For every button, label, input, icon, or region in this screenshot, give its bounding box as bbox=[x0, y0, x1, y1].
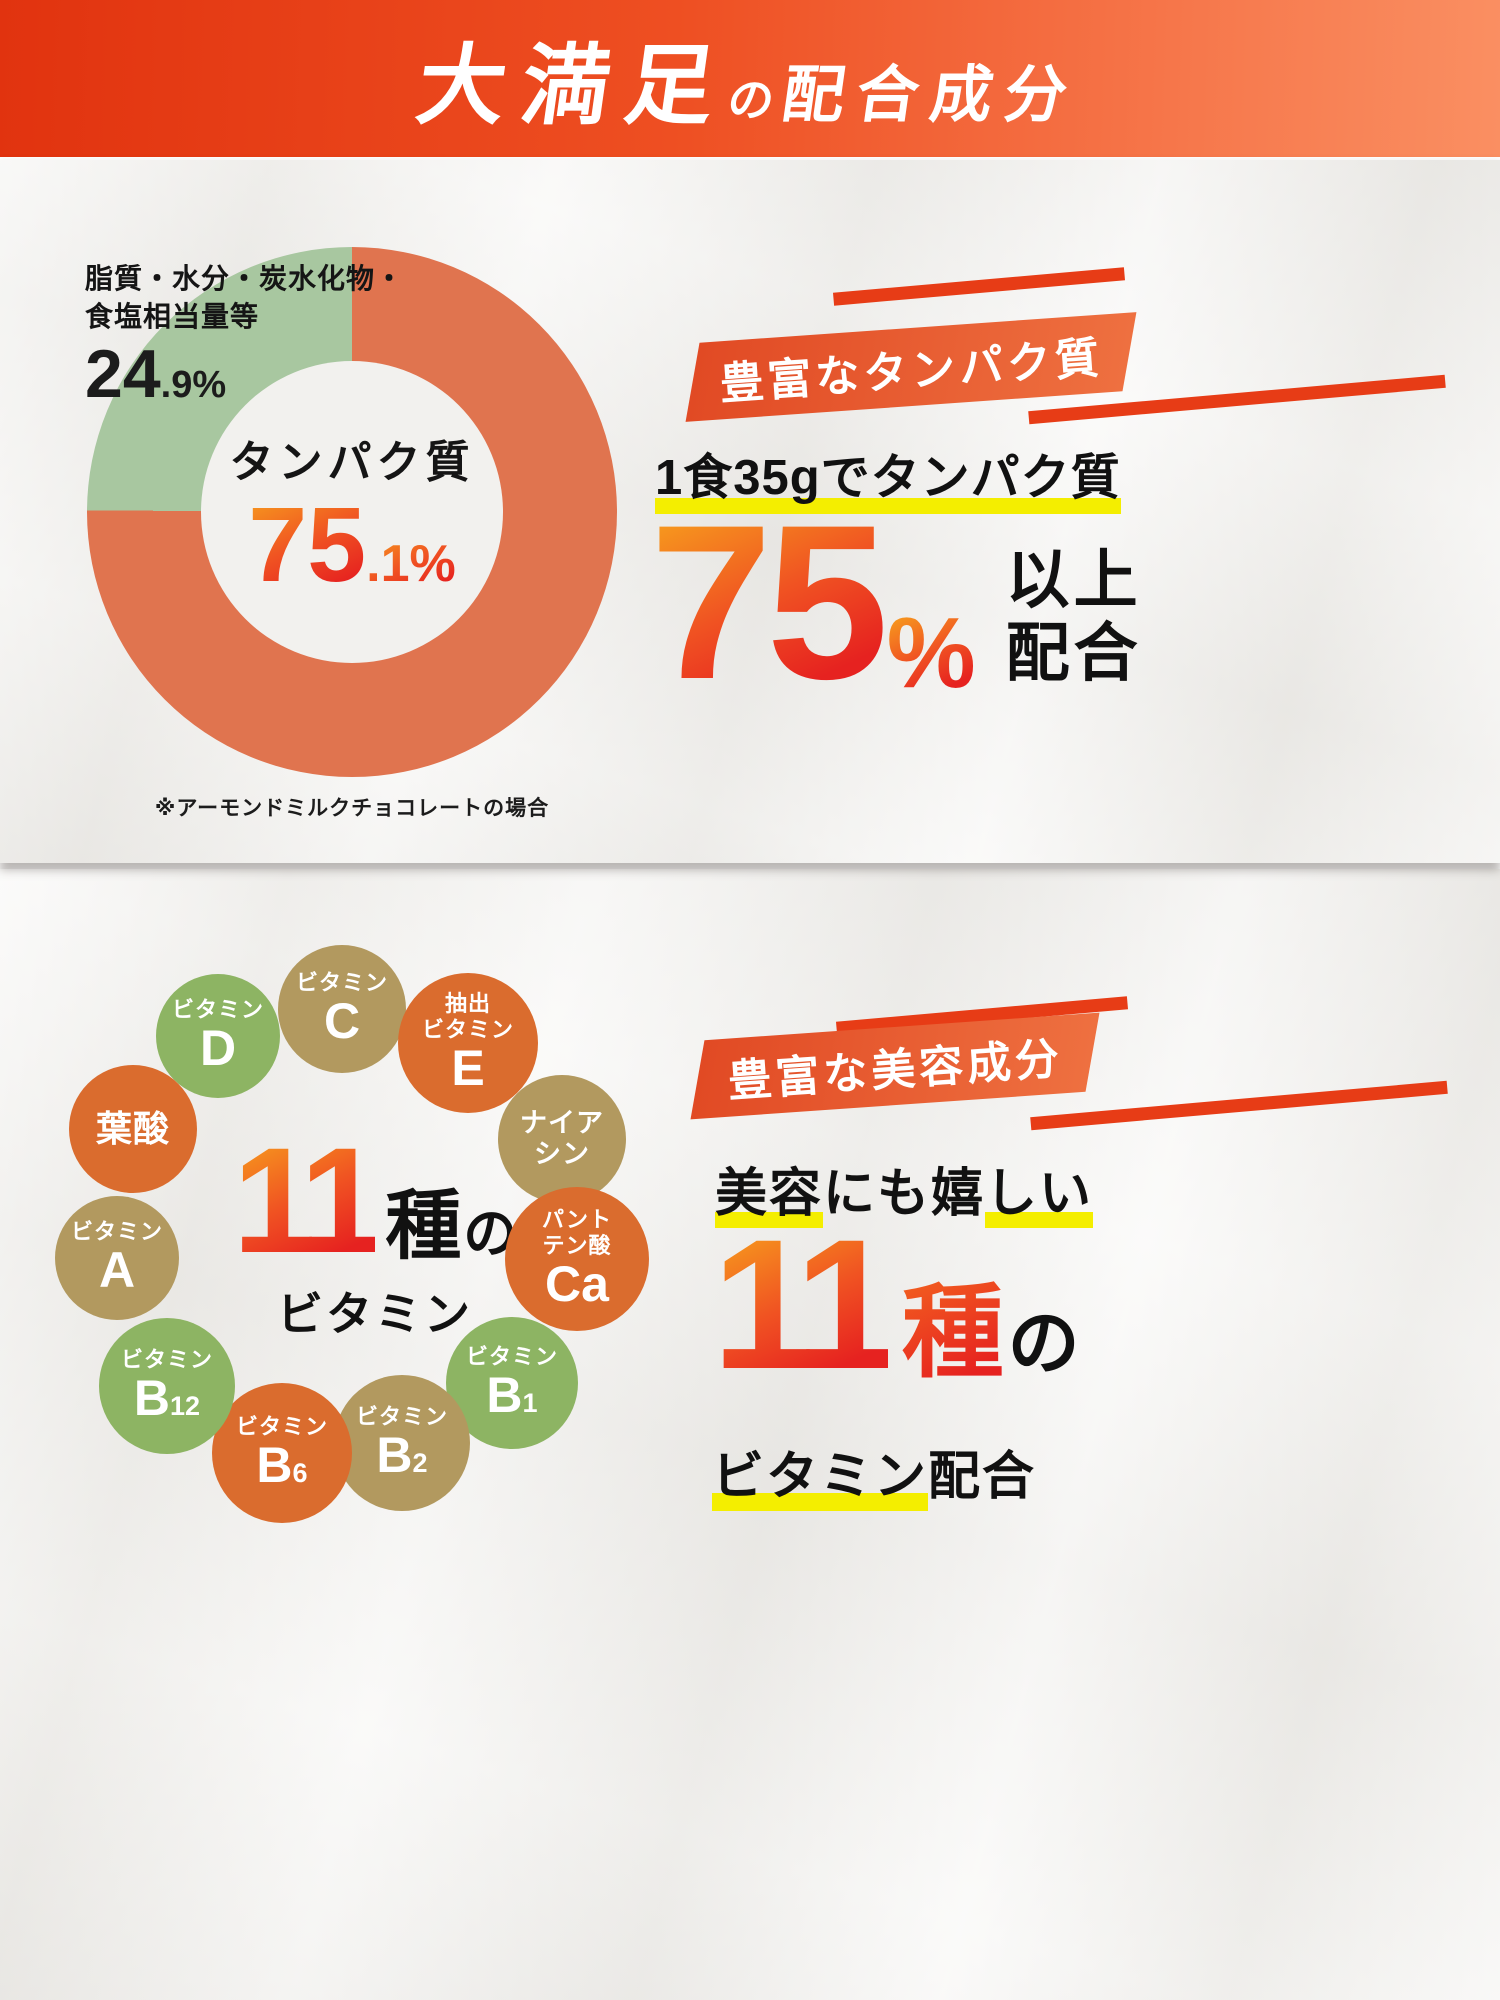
beauty-headline: 美容にも嬉しい bbox=[715, 1151, 1094, 1228]
vitamin-bubble-vitamin-d: ビタミン D bbox=[156, 974, 280, 1098]
donut-center-value-int: 75 bbox=[248, 486, 367, 604]
bubble-big-letter: Ca bbox=[545, 1256, 609, 1313]
bubble-label-line: ナイア bbox=[520, 1107, 604, 1138]
title-particle: の bbox=[724, 74, 778, 126]
vitamin-ring-label: ビタミン bbox=[277, 1288, 473, 1340]
other-value: 24 .9% bbox=[85, 340, 404, 408]
beauty-ribbon: 豊富な美容成分 bbox=[690, 1012, 1100, 1120]
protein-section: タンパク質 75 .1% 脂質・水分・炭水化物・ 食塩相当量等 24 .9% ※… bbox=[0, 160, 1500, 863]
bubble-label-line: ビタミン bbox=[465, 1344, 558, 1370]
vitamin-count-particle2: の bbox=[1007, 1304, 1080, 1384]
bubble-sub-number: 12 bbox=[170, 1391, 201, 1422]
header-banner: 大満足 の 配合成分 bbox=[0, 0, 1500, 157]
bubble-big-letter: C bbox=[323, 993, 361, 1050]
beauty-ribbon-label: 豊富な美容成分 bbox=[726, 1034, 1065, 1107]
vitamin-count-number: 11 bbox=[712, 1202, 898, 1408]
protein-ribbon: 豊富なタンパク質 bbox=[685, 312, 1137, 422]
beauty-headline-hl1: 美容 bbox=[715, 1165, 824, 1228]
bubble-label-line: ビタミン bbox=[355, 1404, 448, 1430]
accent-line-icon bbox=[1030, 1080, 1448, 1131]
bubble-label-line: ビタミン bbox=[171, 997, 264, 1023]
protein-ribbon-label: 豊富なタンパク質 bbox=[718, 333, 1105, 410]
vitamin-bubble-vitamin-b2: ビタミン B2 bbox=[334, 1375, 470, 1511]
bubble-big-letter: B1 bbox=[486, 1367, 538, 1424]
accent-line-icon bbox=[832, 267, 1126, 306]
vitamin-count-unit: 種 bbox=[385, 1184, 462, 1269]
bubble-label-line: シン bbox=[534, 1139, 590, 1169]
donut-footnote: ※アーモンドミルクチョコレートの場合 bbox=[154, 797, 550, 820]
vitamin-blend-line: ビタミン配合 bbox=[712, 1434, 1037, 1511]
vitamin-count: 11 bbox=[232, 1116, 384, 1284]
vitamin-bubble-pantothenate-ca: パント テン酸 Ca bbox=[505, 1187, 649, 1331]
bubble-label-line: 葉酸 bbox=[95, 1108, 170, 1150]
vitamin-blend-hl: ビタミン bbox=[712, 1448, 929, 1511]
bubble-label-line: ビタミン bbox=[120, 1347, 213, 1373]
bubble-label-line: パント bbox=[541, 1207, 613, 1233]
bubble-label-line: ビタミン bbox=[295, 970, 388, 996]
vitamin-bubble-vitamin-a: ビタミン A bbox=[55, 1196, 179, 1320]
beauty-headline-mid: にも嬉 bbox=[823, 1165, 986, 1223]
other-label-line2: 食塩相当量等 bbox=[85, 300, 260, 332]
bubble-sub-number: 1 bbox=[522, 1388, 538, 1419]
protein-percentage-number: 75 bbox=[650, 479, 889, 725]
vitamin-bubble-niacin: ナイア シン bbox=[498, 1075, 626, 1203]
bubble-label-line: テン酸 bbox=[542, 1232, 612, 1258]
page-title: 大満足 の 配合成分 bbox=[410, 15, 1090, 142]
bubble-big-letter: B12 bbox=[133, 1370, 201, 1427]
protein-headline: 1食35gでタンパク質 bbox=[655, 438, 1121, 514]
vitamin-count-group: 11 種 の bbox=[712, 1202, 1080, 1408]
vitamin-ring: 11 種 の ビタミン ビタミン D ビタミン C 抽出 ビタミン E ナイア シン パント テン酸… bbox=[40, 929, 670, 1529]
bubble-sub-number: 2 bbox=[412, 1448, 428, 1479]
donut-center-value: 75 .1% bbox=[248, 492, 456, 598]
vitamin-ring-center: 11 種 の ビタミン bbox=[160, 1116, 590, 1344]
bubble-big-letter: B6 bbox=[256, 1437, 308, 1494]
vitamin-bubble-vitamin-b6: ビタミン B6 bbox=[212, 1383, 352, 1523]
other-label-line1: 脂質・水分・炭水化物・ bbox=[85, 263, 405, 294]
vitamin-bubble-vitamin-c: ビタミン C bbox=[278, 945, 406, 1073]
title-rest: 配合成分 bbox=[777, 61, 1084, 130]
suffix-line1: 以上 bbox=[1005, 544, 1142, 617]
donut-other-label-group: 脂質・水分・炭水化物・ 食塩相当量等 24 .9% bbox=[85, 260, 404, 408]
protein-suffix: 以上 配合 bbox=[1006, 544, 1142, 690]
bubble-label-line: ビタミン bbox=[235, 1414, 328, 1440]
donut-center-value-frac: .1% bbox=[366, 535, 456, 593]
vitamin-bubble-vitamin-b12: ビタミン B12 bbox=[99, 1318, 235, 1454]
protein-percentage-group: 75 % 以上 配合 bbox=[650, 479, 1142, 725]
bubble-big-letter: E bbox=[451, 1040, 485, 1097]
bubble-label-line: 抽出 bbox=[444, 991, 491, 1017]
vitamin-bubble-folic-acid: 葉酸 bbox=[69, 1065, 197, 1193]
other-value-int: 24 bbox=[85, 335, 161, 412]
title-main: 大満足 bbox=[411, 36, 737, 135]
bubble-label-line: ビタミン bbox=[421, 1016, 514, 1042]
vitamin-blend-rest: 配合 bbox=[928, 1448, 1037, 1506]
vitamin-bubble-extracted-vitamin-e: 抽出 ビタミン E bbox=[398, 973, 538, 1113]
donut-center-group: タンパク質 75 .1% bbox=[87, 247, 617, 777]
donut-center-label: タンパク質 bbox=[229, 438, 475, 487]
protein-donut bbox=[87, 247, 617, 777]
bubble-big-letter: B2 bbox=[376, 1427, 428, 1484]
beauty-headline-hl2: しい bbox=[985, 1165, 1094, 1228]
bubble-big-letter: D bbox=[199, 1020, 237, 1077]
suffix-line2: 配合 bbox=[1005, 617, 1142, 690]
other-value-frac: .9% bbox=[160, 363, 227, 406]
bubble-label-line: ビタミン bbox=[70, 1219, 163, 1245]
percent-sign: % bbox=[886, 597, 976, 710]
vitamin-count-unit2: 種 bbox=[902, 1251, 1004, 1398]
bubble-big-letter: A bbox=[98, 1242, 136, 1299]
vitamin-section: 11 種 の ビタミン ビタミン D ビタミン C 抽出 ビタミン E ナイア シン パント テン酸… bbox=[0, 869, 1500, 2000]
vitamin-count-line: 11 種 の bbox=[232, 1116, 518, 1284]
bubble-sub-number: 6 bbox=[292, 1458, 308, 1489]
